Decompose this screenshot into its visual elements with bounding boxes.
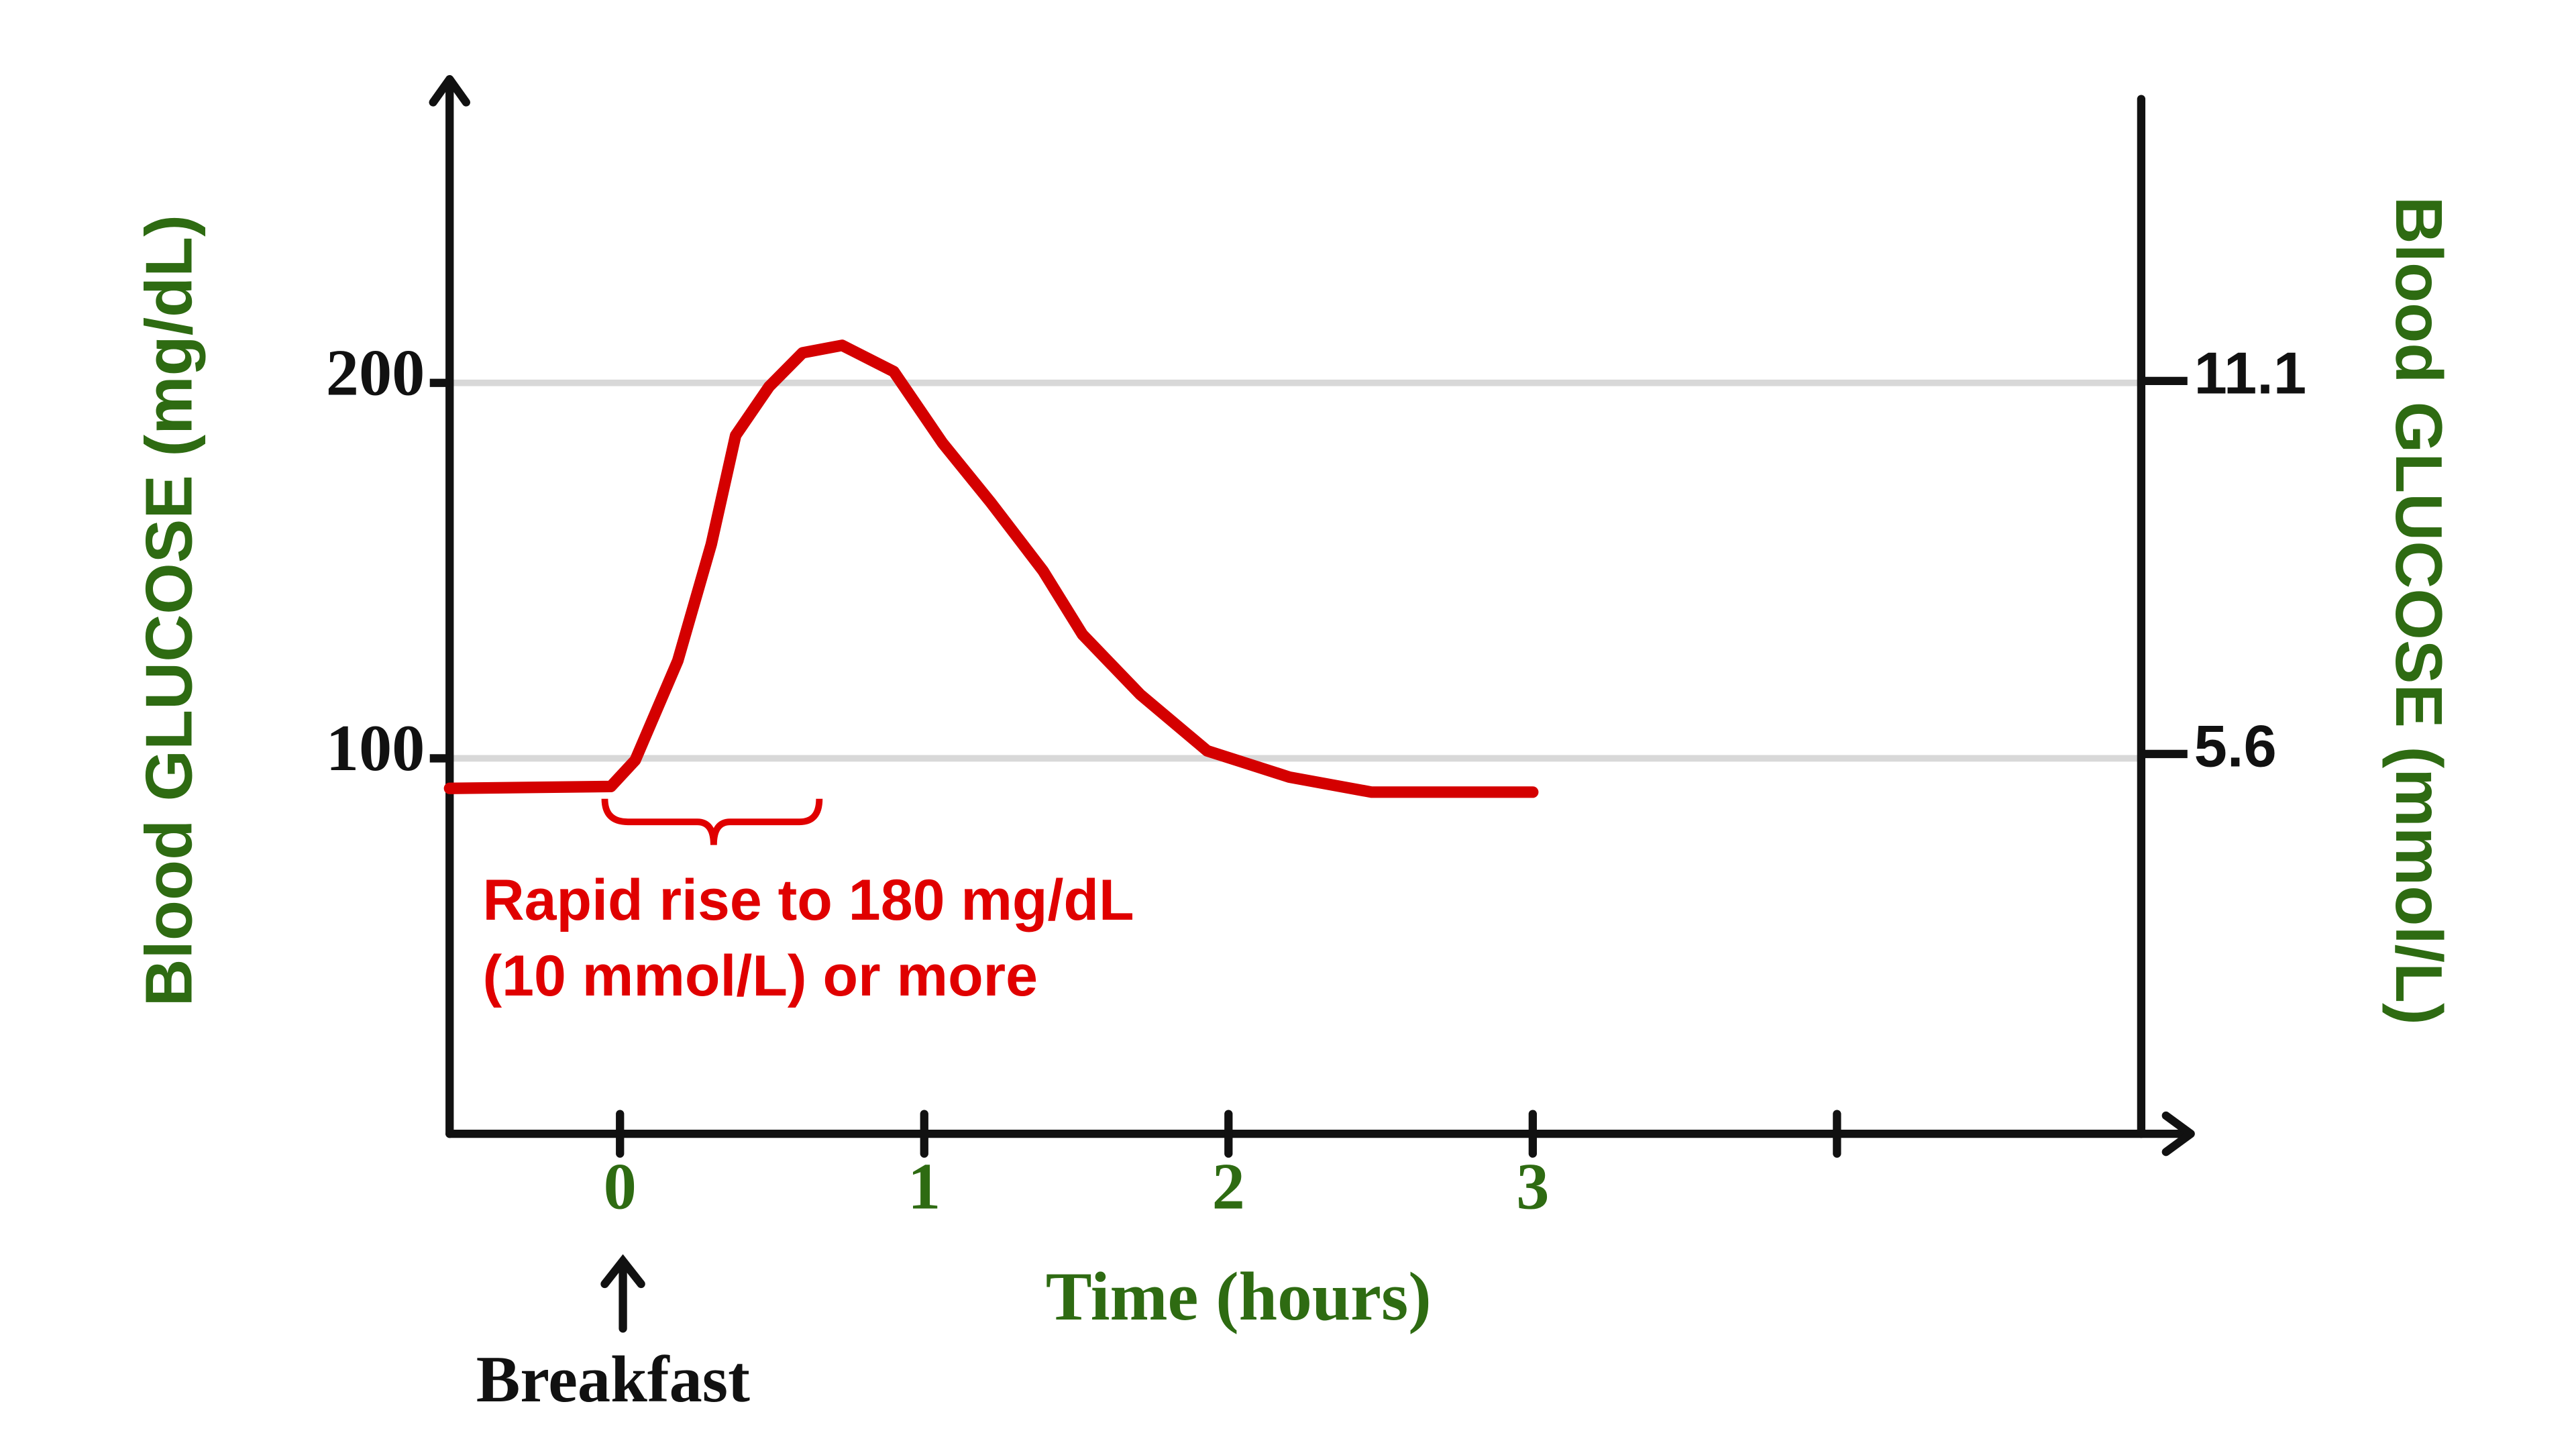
x-tick-label: 0 <box>604 1150 637 1223</box>
brace <box>601 798 823 845</box>
marks: 100 200 5.6 11.1 0 1 2 3 <box>326 336 2306 1223</box>
breakfast-arrow <box>600 1254 645 1333</box>
y-tick-label: 200 <box>326 336 425 409</box>
y2-axis-label: Blood GLUCOSE (mmol/L) <box>2382 197 2456 1025</box>
x-tick-label: 2 <box>1212 1150 1245 1223</box>
arrow-head <box>600 1254 645 1289</box>
y2-tick-label: 5.6 <box>2194 712 2277 779</box>
y-axis-arrow <box>429 74 471 107</box>
y2-tick-label: 11.1 <box>2194 339 2306 406</box>
y-axis-label: Blood GLUCOSE (mg/dL) <box>131 215 205 1007</box>
data-line <box>443 339 1539 798</box>
y-tick-label: 100 <box>326 712 425 785</box>
x-tick-label: 1 <box>908 1150 941 1223</box>
annotation: Breakfast <box>476 1343 750 1416</box>
annotation: (10 mmol/L) or more <box>482 944 1038 1008</box>
axes <box>429 74 2195 1157</box>
x-axis-label: Time (hours) <box>1046 1258 1432 1335</box>
x-axis-arrow <box>2161 1111 2195 1157</box>
x-tick-label: 3 <box>1516 1150 1549 1223</box>
annotation: Rapid rise to 180 mg/dL <box>482 868 1134 932</box>
